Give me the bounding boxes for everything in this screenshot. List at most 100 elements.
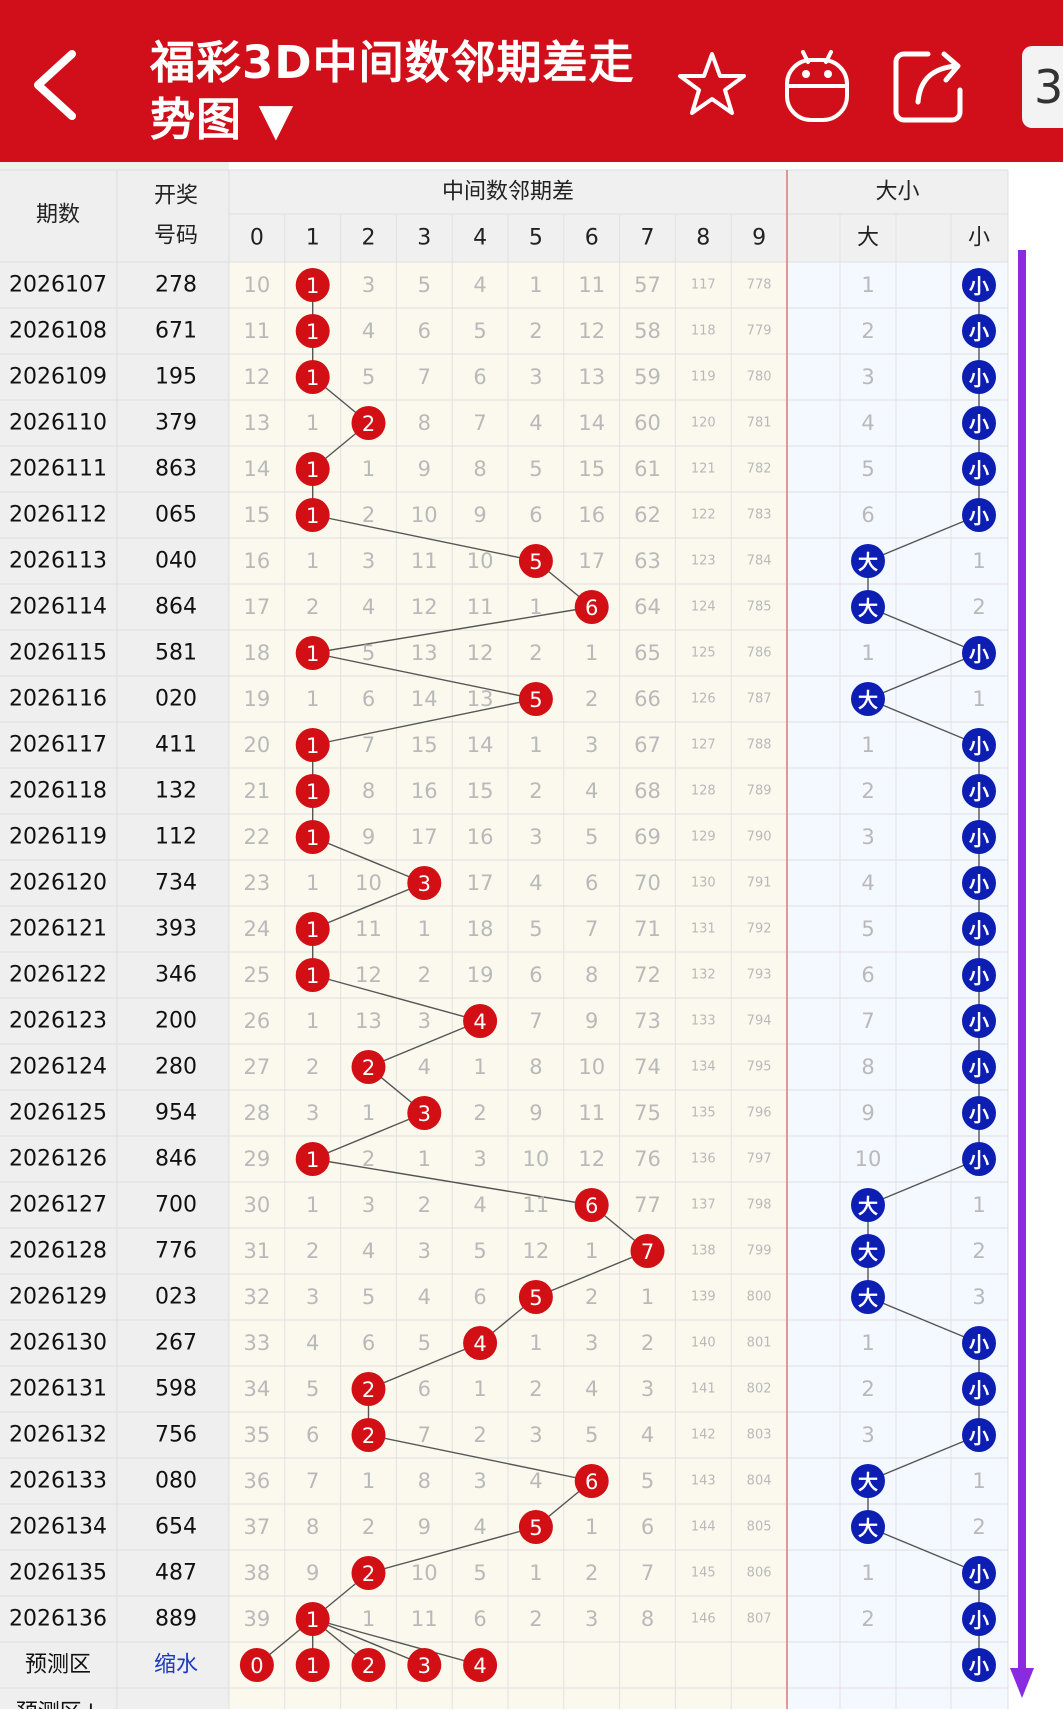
star-icon — [678, 52, 746, 115]
size-miss-cell: 3 — [861, 365, 874, 389]
draw-number-cell: 954 — [155, 1101, 197, 1126]
miss-count-cell: 63 — [634, 549, 661, 573]
size-miss-cell: 2 — [861, 319, 874, 343]
header-diff-col-1: 1 — [306, 226, 320, 251]
draw-number-cell: 846 — [155, 1147, 197, 1172]
size-ball-label: 大 — [858, 1194, 878, 1218]
miss-count-cell: 62 — [634, 503, 661, 527]
hit-ball — [351, 406, 386, 440]
size-ball-label: 小 — [969, 826, 989, 850]
hit-ball — [295, 1142, 330, 1176]
hit-ball — [518, 1280, 553, 1314]
size-miss-cell: 2 — [972, 1239, 985, 1263]
prediction-line — [312, 1618, 425, 1666]
miss-count-cell: 18 — [244, 641, 271, 665]
header-diff-col-3: 3 — [417, 226, 431, 251]
scroll-down-arrow-icon[interactable] — [1010, 250, 1034, 1710]
miss-count-cell: 14 — [467, 733, 494, 757]
miss-count-cell: 18 — [467, 917, 494, 941]
miss-count-cell: 6 — [306, 1423, 319, 1447]
miss-count-cell: 118 — [691, 324, 716, 339]
miss-count-cell: 4 — [529, 411, 542, 435]
trend-line-segment — [312, 652, 537, 700]
share-button[interactable] — [888, 42, 972, 126]
draw-number-cell: 654 — [155, 1515, 197, 1540]
draw-number-cell: 700 — [155, 1193, 197, 1218]
period-cell: 2026108 — [9, 319, 107, 344]
period-cell: 2026127 — [9, 1193, 107, 1218]
header-draw-line1: 开奖 — [154, 184, 198, 209]
miss-count-cell: 3 — [418, 1009, 431, 1033]
miss-count-cell: 13 — [244, 411, 271, 435]
hit-ball-label: 6 — [585, 1470, 598, 1494]
miss-count-cell: 793 — [747, 968, 772, 983]
robot-button[interactable] — [775, 42, 859, 126]
miss-count-cell: 134 — [691, 1060, 716, 1075]
trend-line-segment — [368, 1342, 481, 1390]
miss-count-cell: 4 — [473, 1193, 486, 1217]
size-ball — [851, 682, 885, 716]
size-miss-cell: 1 — [972, 1469, 985, 1493]
period-cell: 2026117 — [9, 733, 107, 758]
miss-count-cell: 19 — [244, 687, 271, 711]
miss-count-cell: 15 — [467, 779, 494, 803]
hit-ball-label: 2 — [362, 412, 375, 436]
miss-count-cell: 4 — [473, 273, 486, 297]
miss-count-cell: 1 — [306, 411, 319, 435]
miss-count-cell: 4 — [362, 319, 375, 343]
miss-count-cell: 68 — [634, 779, 661, 803]
miss-count-cell: 11 — [244, 319, 271, 343]
size-miss-cell: 3 — [861, 1423, 874, 1447]
miss-count-cell: 4 — [529, 1469, 542, 1493]
miss-count-cell: 2 — [529, 1377, 542, 1401]
share-icon — [893, 51, 963, 123]
size-ball — [962, 1004, 996, 1038]
miss-count-cell: 4 — [306, 1331, 319, 1355]
header-size-group: 大小 — [875, 180, 919, 205]
trend-line-segment — [312, 1112, 425, 1160]
miss-count-cell: 2 — [418, 963, 431, 987]
hit-ball-label: 7 — [641, 1240, 654, 1264]
size-miss-cell: 3 — [861, 825, 874, 849]
miss-count-cell: 807 — [747, 1612, 772, 1627]
header-diff-col-2: 2 — [362, 226, 376, 251]
miss-count-cell: 11 — [467, 595, 494, 619]
size-ball-label: 小 — [969, 1102, 989, 1126]
hit-ball — [574, 590, 609, 624]
miss-count-cell: 14 — [411, 687, 438, 711]
page-title[interactable]: 福彩3D中间数邻期差走势图 ▼ — [150, 36, 635, 146]
header-diff-col-0: 0 — [250, 226, 264, 251]
edge-chip[interactable]: 3 — [1022, 46, 1063, 128]
draw-number-cell: 280 — [155, 1055, 197, 1080]
period-cell: 2026121 — [9, 917, 107, 942]
miss-count-cell: 8 — [585, 963, 598, 987]
draw-number-cell: 267 — [155, 1331, 197, 1356]
miss-count-cell: 128 — [691, 784, 716, 799]
miss-count-cell: 3 — [529, 825, 542, 849]
miss-count-cell: 59 — [634, 365, 661, 389]
miss-count-cell: 2 — [641, 1331, 654, 1355]
miss-count-cell: 140 — [691, 1336, 716, 1351]
miss-count-cell: 800 — [747, 1290, 772, 1305]
size-ball — [962, 1142, 996, 1176]
favorite-button[interactable] — [670, 42, 754, 126]
miss-count-cell: 10 — [244, 273, 271, 297]
header-size-col-2: 小 — [968, 226, 990, 251]
period-cell: 2026107 — [9, 273, 107, 298]
miss-count-cell: 6 — [473, 1607, 486, 1631]
miss-count-cell: 72 — [634, 963, 661, 987]
back-arrow-icon — [34, 50, 76, 120]
miss-count-cell: 10 — [355, 871, 382, 895]
miss-count-cell: 24 — [244, 917, 271, 941]
size-ball — [962, 1418, 996, 1452]
miss-count-cell: 125 — [691, 646, 716, 661]
back-button[interactable] — [24, 40, 100, 130]
miss-count-cell: 791 — [747, 876, 772, 891]
draw-number-cell: 598 — [155, 1377, 197, 1402]
miss-count-cell: 12 — [578, 319, 605, 343]
period-cell: 2026130 — [9, 1331, 107, 1356]
miss-count-cell: 2 — [306, 1055, 319, 1079]
period-cell: 2026133 — [9, 1469, 107, 1494]
header-diff-col-4: 4 — [473, 226, 487, 251]
period-cell: 2026125 — [9, 1101, 107, 1126]
